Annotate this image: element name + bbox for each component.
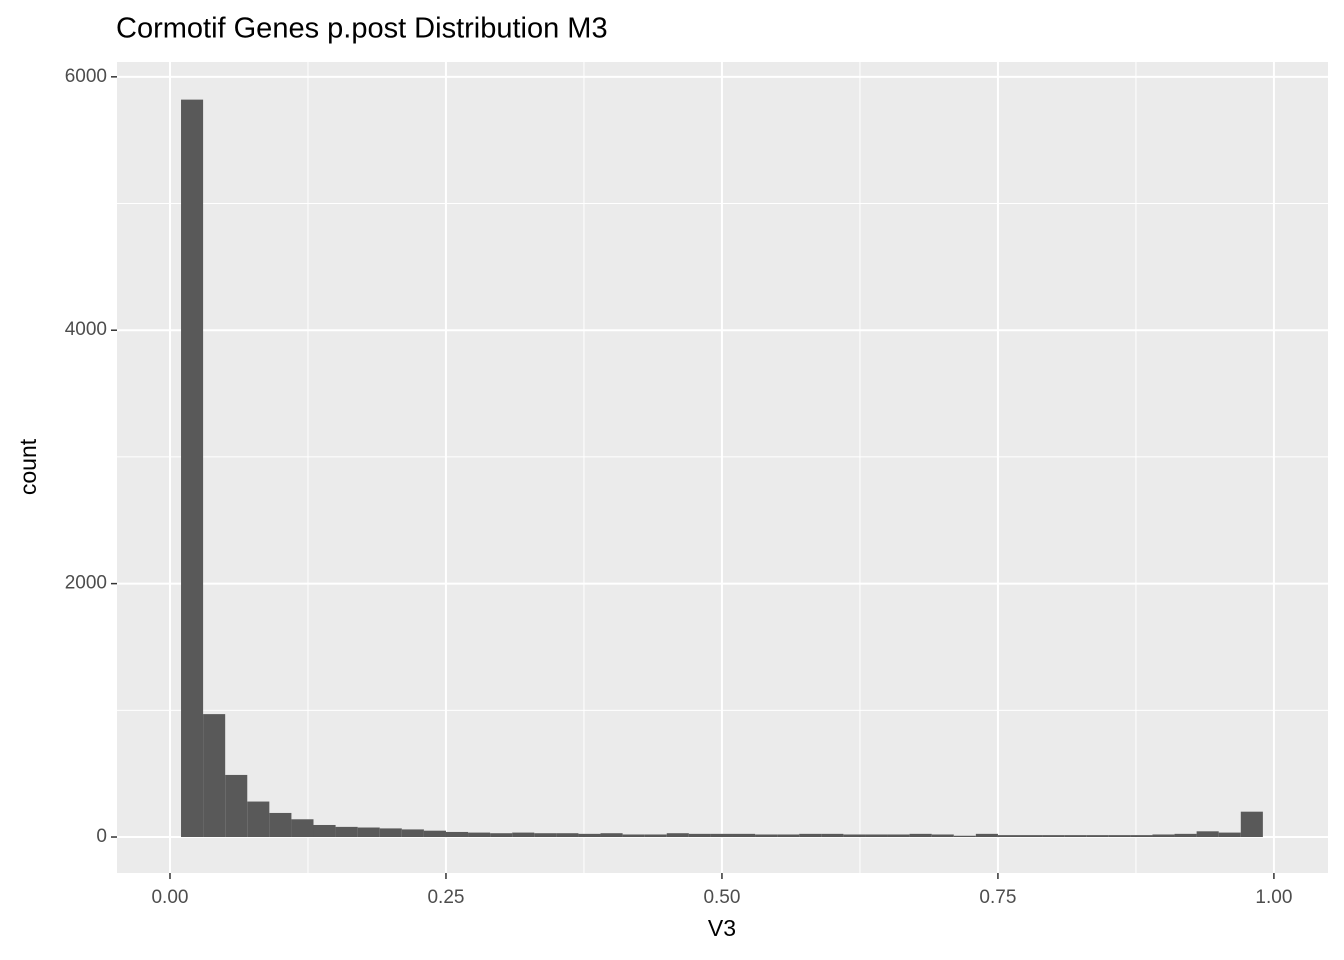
- bar: [1174, 833, 1197, 838]
- x-tick-label: 0.50: [703, 887, 740, 908]
- bar: [490, 833, 513, 838]
- bar: [225, 774, 248, 838]
- bar: [622, 834, 645, 838]
- y-axis-title: count: [15, 438, 41, 495]
- bar: [357, 827, 380, 838]
- bar: [313, 824, 336, 838]
- bar: [578, 833, 601, 838]
- bar: [556, 833, 579, 838]
- bar: [887, 834, 910, 838]
- bar: [401, 829, 424, 838]
- x-tick-label: 0.00: [151, 887, 188, 908]
- bar: [1240, 811, 1263, 838]
- x-tick-label: 0.75: [979, 887, 1016, 908]
- bar: [710, 833, 733, 838]
- x-axis-title: V3: [708, 915, 736, 941]
- bar: [843, 834, 866, 838]
- bar: [732, 833, 756, 838]
- bar: [1218, 832, 1241, 838]
- bar: [203, 714, 226, 838]
- bar: [269, 812, 292, 838]
- bar: [181, 99, 204, 838]
- bar: [1042, 835, 1065, 838]
- bar: [1196, 831, 1219, 838]
- bar: [1020, 835, 1043, 838]
- bar: [821, 833, 844, 838]
- bar: [931, 834, 954, 838]
- bar: [755, 834, 778, 838]
- bar: [909, 833, 932, 838]
- bar: [666, 833, 689, 838]
- bar: [445, 831, 469, 838]
- bar: [1108, 835, 1131, 838]
- y-tick-label: 4000: [65, 319, 107, 340]
- bar: [291, 819, 314, 838]
- bar: [688, 833, 711, 838]
- bar: [1130, 835, 1153, 838]
- bar: [953, 835, 976, 838]
- x-tick-label: 1.00: [1255, 887, 1292, 908]
- bar: [975, 833, 998, 838]
- bar: [512, 832, 535, 838]
- bar: [379, 828, 402, 838]
- bar: [644, 834, 667, 838]
- bar: [335, 826, 358, 838]
- bar: [1064, 835, 1087, 838]
- chart-title: Cormotif Genes p.post Distribution M3: [116, 13, 608, 45]
- bar: [865, 834, 888, 838]
- y-tick-label: 0: [96, 826, 107, 847]
- bar: [1152, 834, 1175, 838]
- bar: [423, 830, 446, 838]
- bar: [534, 833, 557, 838]
- bar: [600, 833, 623, 838]
- bar: [997, 835, 1021, 838]
- bar: [799, 833, 822, 838]
- y-tick-label: 6000: [65, 66, 107, 87]
- bar: [777, 834, 800, 838]
- bar: [468, 832, 491, 838]
- y-tick-label: 2000: [65, 573, 107, 594]
- x-tick-label: 0.25: [427, 887, 464, 908]
- bar: [247, 801, 270, 838]
- bar: [1086, 835, 1109, 838]
